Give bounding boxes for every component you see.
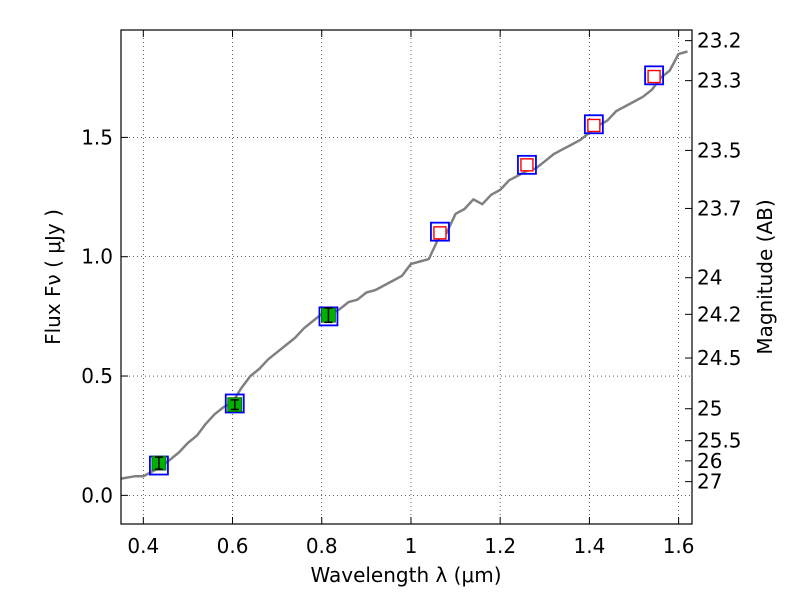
y-tick-label: 0.0	[81, 483, 113, 507]
model-point	[583, 114, 604, 135]
x-tick-label: 1.6	[663, 534, 695, 558]
y-tick-label: 1.0	[81, 245, 113, 269]
mag-tick-label: 23.3	[697, 69, 742, 93]
limit-point	[587, 118, 601, 133]
plot-area	[120, 50, 688, 480]
y-axis-label: Flux Fν ( μJy )	[41, 209, 65, 345]
mag-tick-label: 25.5	[697, 429, 742, 453]
limit-point	[433, 226, 447, 240]
mag-tick-label: 24.2	[697, 302, 742, 326]
mag-tick-label: 23.5	[697, 138, 742, 162]
limit-point	[520, 158, 534, 172]
mag-tick-label: 23.2	[697, 29, 742, 53]
model-point	[644, 65, 664, 86]
y-tick-label: 0.5	[81, 364, 113, 388]
x-tick-label: 1.4	[573, 534, 605, 558]
mag-tick-label: 23.7	[697, 196, 742, 220]
plot-frame	[120, 29, 693, 525]
y-right-axis-label: Magnitude (AB)	[753, 199, 777, 354]
x-tick-label: 0.8	[306, 534, 338, 558]
model-point	[430, 221, 450, 242]
x-axis-label: Wavelength λ (μm)	[310, 563, 501, 587]
x-tick-label: 1	[405, 534, 418, 558]
mag-tick-label: 26	[697, 449, 722, 473]
mag-tick-label: 25	[697, 397, 722, 421]
model-point	[224, 393, 245, 414]
model-point	[517, 154, 537, 175]
mag-tick-label: 27	[697, 470, 722, 494]
axes: 0.4 0.6 0.8 1 1.2 1.4 1.6 0.0 0.5 1.0 1.5 23.2 23.3 2…	[81, 29, 741, 558]
limit-point	[647, 69, 661, 84]
y-tick-label: 1.5	[81, 125, 113, 149]
grid	[121, 30, 692, 524]
mag-tick-label: 24	[697, 266, 722, 290]
x-tick-label: 0.4	[127, 534, 159, 558]
x-tick-label: 0.6	[217, 534, 249, 558]
x-tick-label: 1.2	[484, 534, 516, 558]
mag-tick-label: 24.5	[697, 346, 742, 370]
